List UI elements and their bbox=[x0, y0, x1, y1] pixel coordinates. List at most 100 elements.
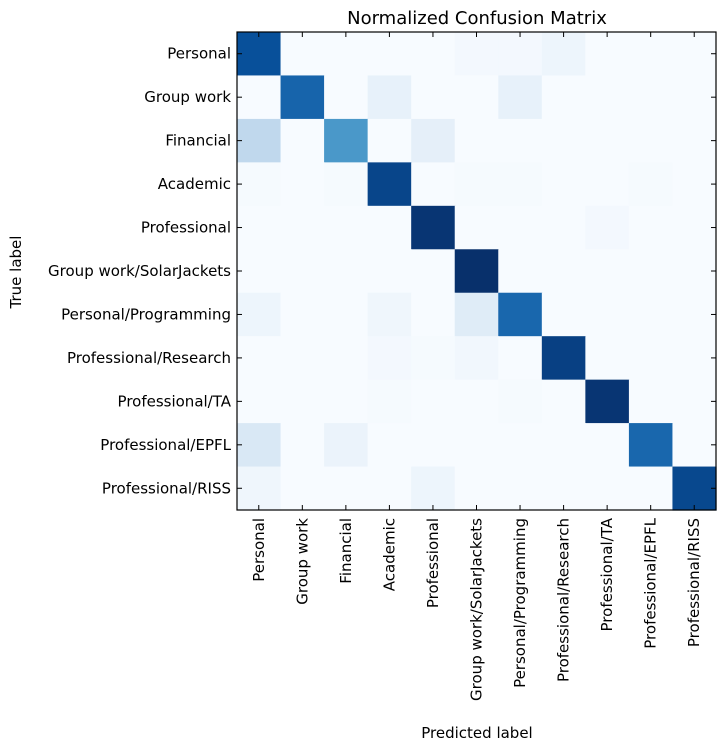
heatmap-cell bbox=[454, 118, 499, 163]
heatmap-cell bbox=[454, 32, 499, 77]
heatmap-cell bbox=[237, 292, 282, 337]
heatmap-cell bbox=[280, 162, 325, 207]
heatmap-cell bbox=[628, 249, 674, 294]
y-tick-label: Professional bbox=[141, 219, 231, 237]
heatmap-cell bbox=[585, 205, 630, 250]
heatmap-cell bbox=[672, 423, 717, 468]
heatmap-cell bbox=[541, 205, 586, 250]
x-tick-label: Financial bbox=[337, 518, 355, 584]
x-tick-label: Professional/TA bbox=[598, 517, 616, 631]
heatmap-cell bbox=[367, 466, 412, 511]
heatmap-cell bbox=[367, 32, 412, 77]
heatmap-cell bbox=[672, 75, 717, 120]
heatmap-cell bbox=[541, 162, 586, 207]
heatmap-cell bbox=[411, 336, 456, 381]
heatmap-cell bbox=[454, 249, 499, 294]
y-tick-label: Group work bbox=[144, 88, 231, 106]
heatmap-cell bbox=[237, 249, 282, 294]
heatmap-cell bbox=[541, 249, 586, 294]
heatmap-cell bbox=[411, 423, 456, 468]
heatmap-cell bbox=[411, 292, 456, 337]
heatmap-cell bbox=[411, 75, 456, 120]
heatmap-cell bbox=[237, 205, 282, 250]
heatmap-cell bbox=[280, 466, 325, 511]
heatmap-cell bbox=[367, 75, 412, 120]
heatmap-cell bbox=[324, 466, 369, 511]
heatmap-cell bbox=[672, 118, 717, 163]
y-tick-label: Personal bbox=[167, 45, 231, 63]
heatmap-cell bbox=[324, 249, 369, 294]
heatmap-cell bbox=[672, 466, 717, 511]
heatmap-cell bbox=[541, 336, 586, 381]
heatmap-cell bbox=[237, 118, 282, 163]
heatmap-cell bbox=[498, 205, 543, 250]
heatmap-cell bbox=[541, 292, 586, 337]
heatmap-cell bbox=[628, 336, 674, 381]
x-tick-label: Group work bbox=[293, 518, 311, 605]
heatmap-cell bbox=[498, 162, 543, 207]
heatmap-cell bbox=[324, 423, 369, 468]
heatmap-cell bbox=[280, 292, 325, 337]
heatmap-cell bbox=[672, 162, 717, 207]
heatmap-cell bbox=[541, 379, 586, 424]
y-tick-label: Professional/EPFL bbox=[100, 436, 231, 454]
heatmap-cell bbox=[237, 423, 282, 468]
y-tick-label: Group work/SolarJackets bbox=[48, 262, 231, 280]
heatmap-cell bbox=[541, 423, 586, 468]
heatmap-cell bbox=[324, 118, 369, 163]
heatmap-cell bbox=[628, 205, 674, 250]
heatmap-cell bbox=[628, 162, 674, 207]
heatmap-cell bbox=[454, 466, 499, 511]
heatmap-cell bbox=[585, 249, 630, 294]
heatmap-cell bbox=[672, 379, 717, 424]
heatmap-cell bbox=[324, 292, 369, 337]
heatmap-cell bbox=[628, 32, 674, 77]
x-tick-label: Professional/EPFL bbox=[642, 517, 660, 648]
axis-ticks bbox=[237, 32, 716, 510]
heatmap-cell bbox=[585, 379, 630, 424]
heatmap-cell bbox=[585, 292, 630, 337]
heatmap-cell bbox=[367, 205, 412, 250]
heatmap-cell bbox=[541, 75, 586, 120]
heatmap-cell bbox=[541, 118, 586, 163]
heatmap-cell bbox=[498, 249, 543, 294]
heatmap-cell bbox=[411, 466, 456, 511]
heatmap-cell bbox=[280, 379, 325, 424]
heatmap-cell bbox=[324, 162, 369, 207]
heatmap-cell bbox=[672, 249, 717, 294]
x-tick-label: Professional/Research bbox=[555, 518, 573, 682]
heatmap-cell bbox=[541, 466, 586, 511]
heatmap-cell bbox=[628, 423, 674, 468]
heatmap-cell bbox=[454, 75, 499, 120]
heatmap-cell bbox=[454, 292, 499, 337]
heatmap-cell bbox=[324, 32, 369, 77]
y-tick-label: Personal/Programming bbox=[61, 305, 231, 323]
heatmap-cells bbox=[237, 32, 717, 511]
y-tick-label: Professional/TA bbox=[118, 392, 232, 410]
heatmap-cell bbox=[672, 32, 717, 77]
y-tick-label: Academic bbox=[158, 175, 231, 193]
heatmap-cell bbox=[628, 466, 674, 511]
heatmap-cell bbox=[585, 336, 630, 381]
heatmap-cell bbox=[628, 118, 674, 163]
heatmap-cell bbox=[498, 32, 543, 77]
heatmap-cell bbox=[237, 75, 282, 120]
x-axis-label: Predicted label bbox=[421, 724, 532, 742]
y-tick-labels: Personal Group work Financial Academic Profe… bbox=[48, 45, 232, 498]
heatmap-cell bbox=[367, 292, 412, 337]
heatmap-cell bbox=[324, 336, 369, 381]
heatmap-cell bbox=[411, 249, 456, 294]
x-tick-label: Personal/Programming bbox=[511, 518, 529, 688]
x-tick-labels: Personal Group work Financial Academic Profe… bbox=[250, 517, 703, 701]
heatmap-cell bbox=[454, 336, 499, 381]
heatmap-cell bbox=[411, 118, 456, 163]
heatmap-cell bbox=[498, 423, 543, 468]
x-tick-label: Professional bbox=[424, 518, 442, 608]
x-tick-label: Academic bbox=[380, 518, 398, 591]
heatmap-cell bbox=[498, 379, 543, 424]
heatmap-cell bbox=[280, 423, 325, 468]
heatmap-cell bbox=[498, 466, 543, 511]
heatmap-cell bbox=[280, 75, 325, 120]
